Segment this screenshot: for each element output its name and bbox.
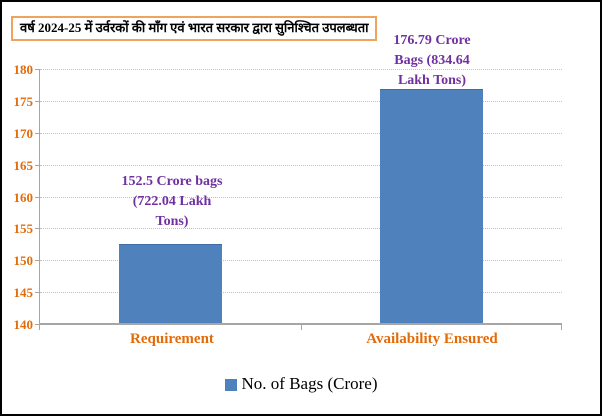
gridline-180 <box>40 69 562 70</box>
plot-area <box>39 69 562 330</box>
category-label-availability-ensured: Availability Ensured <box>366 331 498 347</box>
chart-title-box: वर्ष 2024-25 में उर्वरकों की माँग एवं भा… <box>11 16 378 42</box>
y-axis-tick <box>35 228 40 230</box>
y-axis-tick <box>35 196 40 198</box>
legend-swatch-icon <box>224 378 237 391</box>
y-tick-label-145: 145 <box>13 285 34 301</box>
y-tick-label-175: 175 <box>13 93 34 109</box>
y-axis-tick <box>35 100 40 102</box>
gridline-170 <box>40 132 562 134</box>
y-tick-label-150: 150 <box>13 253 34 269</box>
y-tick-label-140: 140 <box>13 317 34 332</box>
bar-availability-ensured <box>380 89 483 324</box>
y-axis-tick <box>35 292 40 294</box>
gridline-175 <box>40 100 562 102</box>
x-axis-tick <box>301 325 302 330</box>
chart-title: वर्ष 2024-25 में उर्वरकों की माँग एवं भा… <box>20 20 369 35</box>
y-axis-tick <box>35 324 40 325</box>
y-axis-tick <box>35 164 40 166</box>
category-label-requirement: Requirement <box>130 331 214 347</box>
gridline-150 <box>40 260 562 262</box>
gridline-160 <box>40 196 562 198</box>
y-axis-tick <box>35 260 40 262</box>
gridline-145 <box>40 292 562 294</box>
y-tick-label-160: 160 <box>13 189 34 205</box>
y-tick-label-170: 170 <box>13 125 34 141</box>
x-axis-tick <box>561 325 562 330</box>
gridline-155 <box>40 228 562 230</box>
gridline-165 <box>40 164 562 166</box>
legend: No. of Bags (Crore) <box>2 374 600 394</box>
y-axis-tick <box>35 69 40 70</box>
legend-label: No. of Bags (Crore) <box>241 374 378 393</box>
y-tick-label-165: 165 <box>13 157 34 173</box>
bar-requirement <box>119 244 222 324</box>
y-tick-label-155: 155 <box>13 221 34 237</box>
data-label-requirement: 152.5 Crore bags (722.04 Lakh Tons) <box>121 174 223 229</box>
x-axis-line <box>39 323 562 325</box>
data-label-availability-ensured: 176.79 Crore Bags (834.64 Lakh Tons) <box>393 33 471 88</box>
y-axis-tick <box>35 132 40 134</box>
x-axis-tick <box>39 325 40 330</box>
y-tick-label-180: 180 <box>13 62 34 77</box>
